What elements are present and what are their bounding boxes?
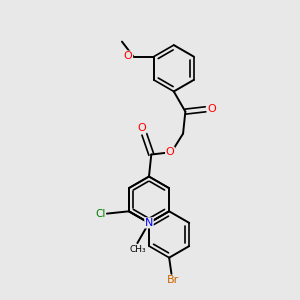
- Text: Cl: Cl: [95, 208, 106, 219]
- Text: O: O: [124, 51, 133, 61]
- Text: O: O: [137, 123, 146, 134]
- Text: CH₃: CH₃: [129, 244, 146, 253]
- Text: O: O: [166, 147, 174, 157]
- Text: Br: Br: [167, 275, 179, 285]
- Text: O: O: [208, 104, 217, 114]
- Text: N: N: [145, 218, 153, 228]
